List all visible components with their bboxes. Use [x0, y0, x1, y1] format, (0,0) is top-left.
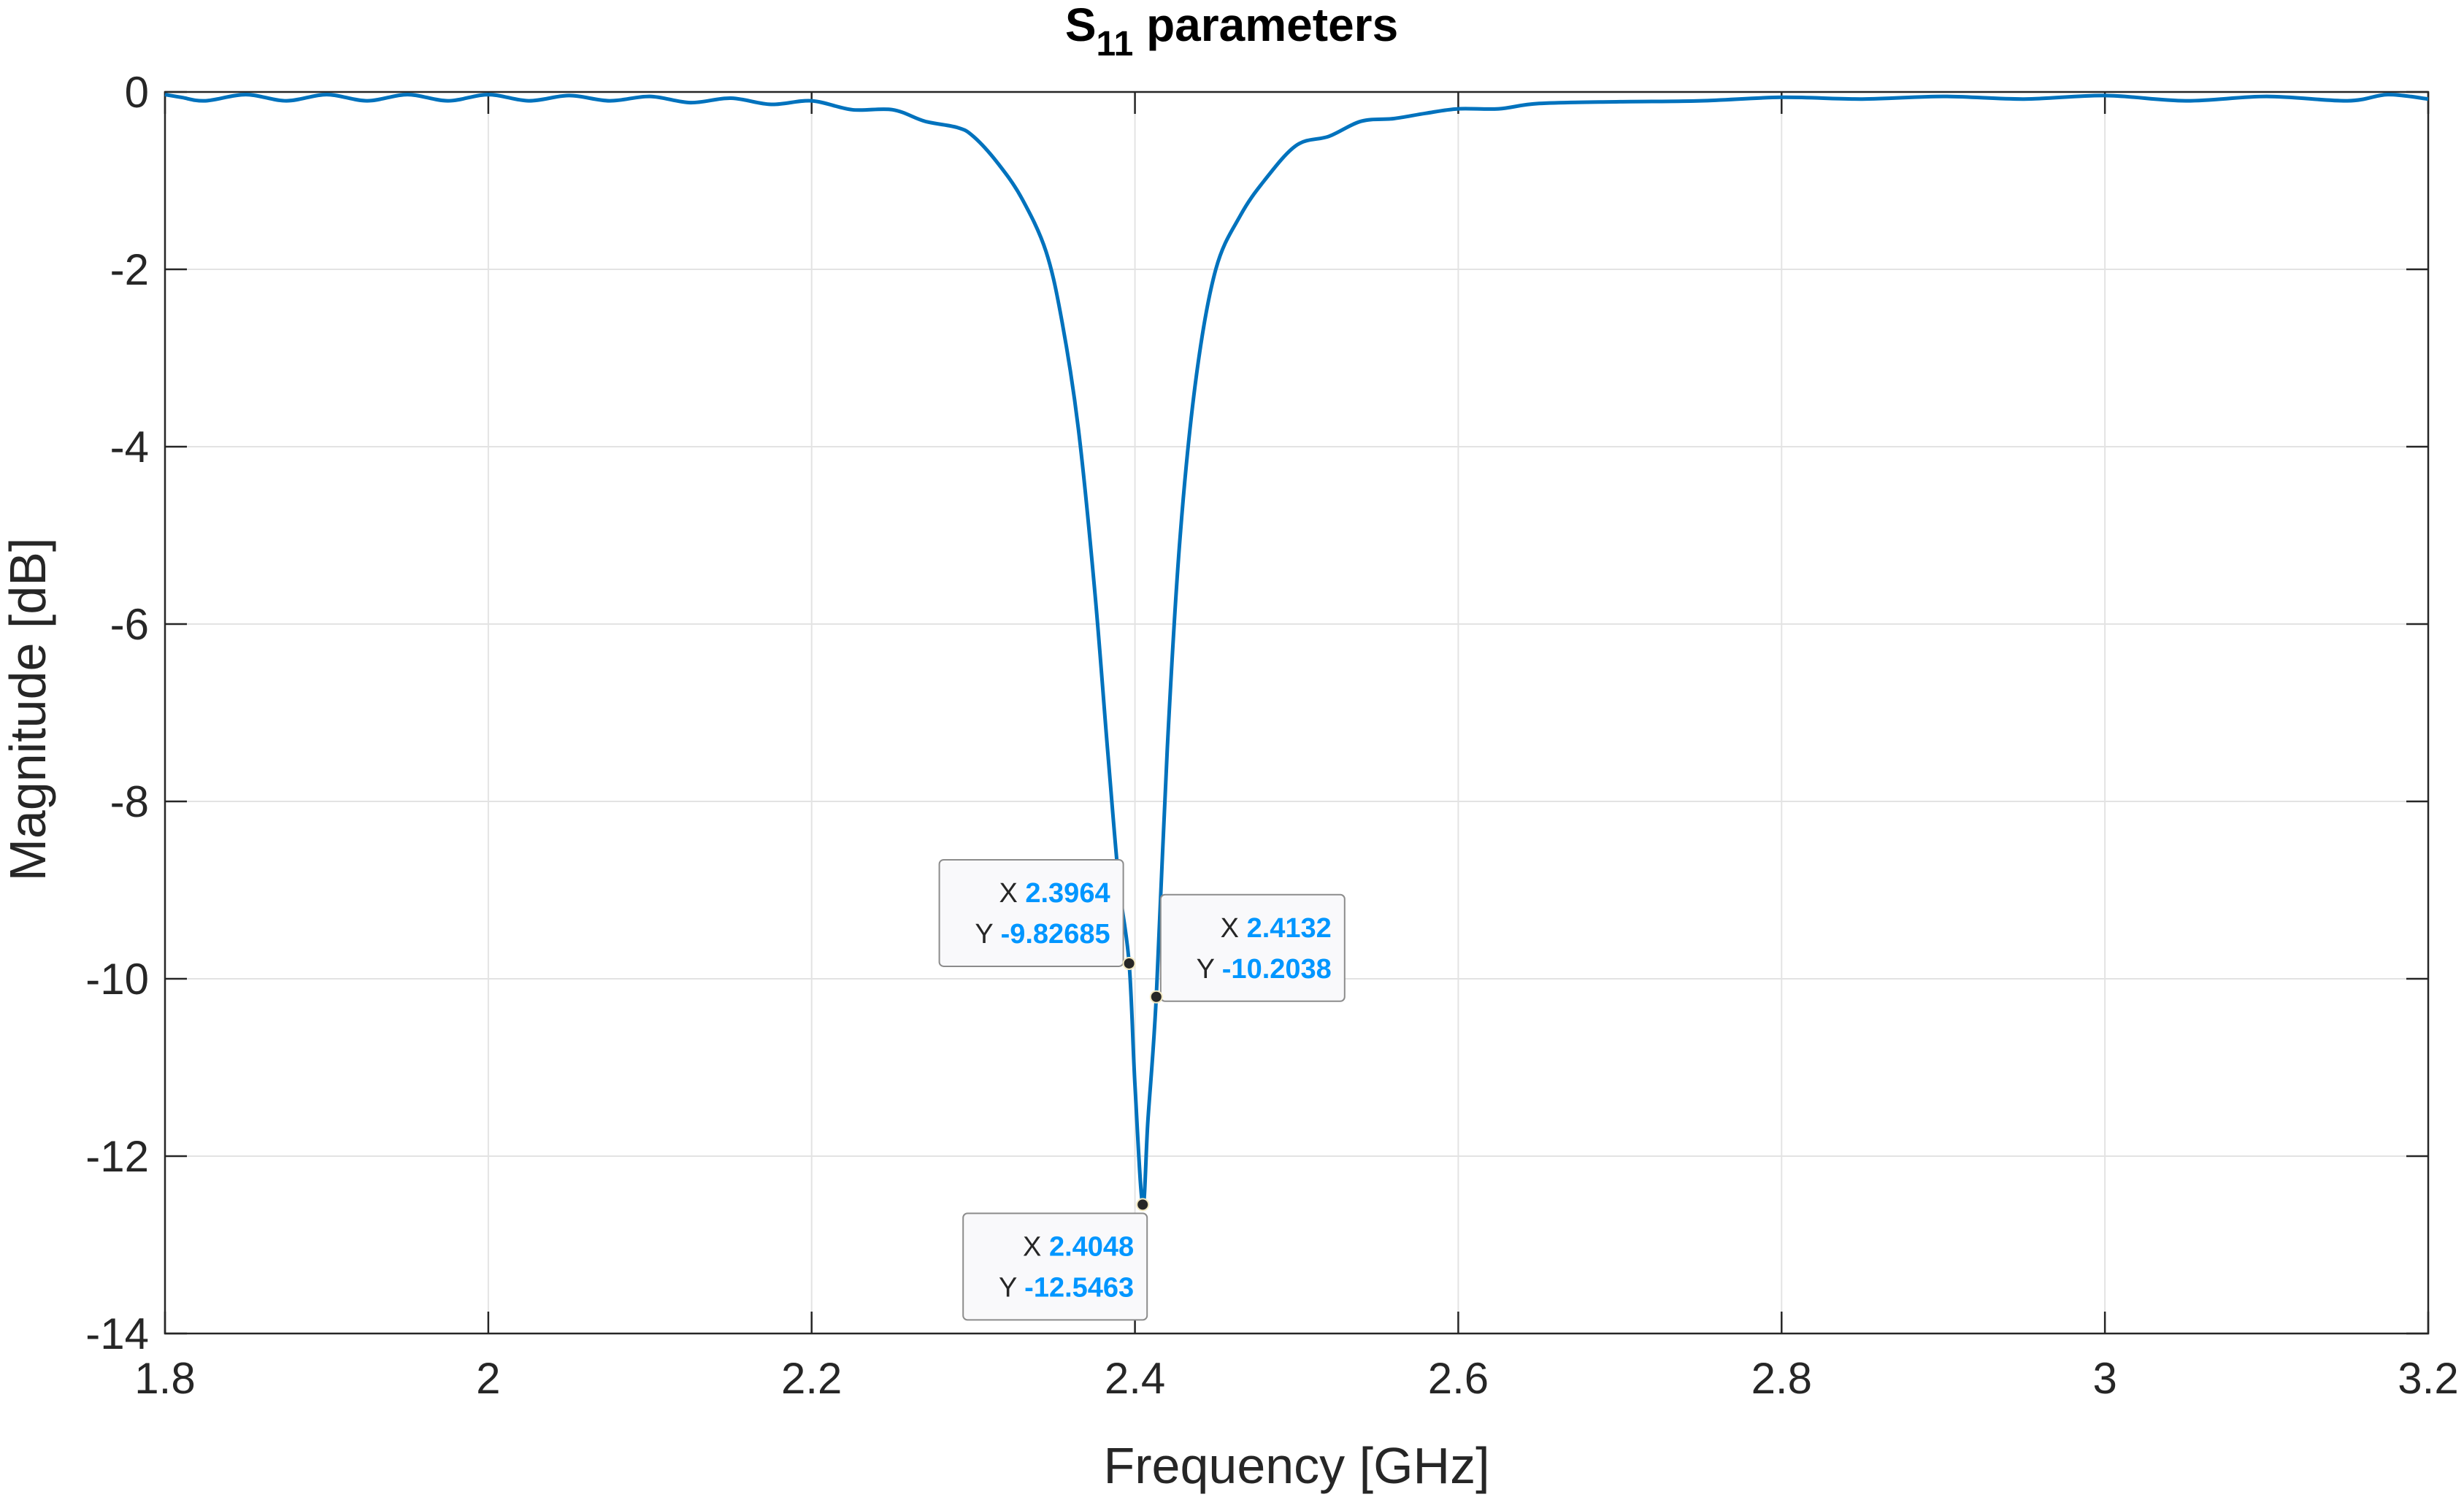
y-tick-label: -8 [110, 777, 149, 826]
datatip-y-value: -9.82685 [1001, 919, 1110, 950]
datatip-x-row: X 2.3964 [999, 878, 1110, 909]
datatip-marker[interactable] [1149, 990, 1163, 1004]
x-tick-label: 2 [476, 1354, 500, 1403]
x-tick-label: 2.6 [1428, 1354, 1489, 1403]
datatip-x-value: 2.3964 [1025, 878, 1110, 909]
datatip-box [938, 858, 1124, 967]
x-tick-label: 2.4 [1105, 1354, 1165, 1403]
y-tick-label: -14 [85, 1309, 149, 1358]
y-tick-label: -6 [110, 600, 149, 649]
datatip-y-value: -10.2038 [1222, 954, 1332, 985]
x-tick-label: 1.8 [134, 1354, 195, 1403]
title-main: S [1065, 0, 1097, 51]
x-tick-label: 2.8 [1751, 1354, 1812, 1403]
axis-ticks: 1.8 2 2.2 2.4 2.6 2.8 3 3.2 0 -2 -4 -6 -8 -10 -12 -14 [85, 68, 2458, 1403]
y-tick-label: -12 [85, 1132, 149, 1181]
datatip[interactable]: X 2.4048 Y -12.5463 [962, 1198, 1150, 1321]
datatip-marker[interactable] [1122, 956, 1136, 970]
datatip-x-row: X 2.4132 [1221, 913, 1332, 944]
title-rest: parameters [1133, 0, 1398, 51]
y-tick-label: -10 [85, 955, 149, 1004]
axes-box [164, 91, 2430, 1335]
datatip-x-label: X [1221, 913, 1247, 944]
datatip-x-value: 2.4048 [1049, 1231, 1134, 1262]
y-tick-label: -4 [110, 423, 149, 472]
datatip-marker[interactable] [1136, 1198, 1150, 1212]
datatip-box [1159, 893, 1346, 1002]
datatip-y-value: -12.5463 [1024, 1272, 1134, 1303]
datatip-y-label: Y [999, 1272, 1024, 1303]
x-tick-label: 3.2 [2398, 1354, 2458, 1403]
y-tick-label: -2 [110, 245, 149, 294]
datatip-box [962, 1212, 1148, 1321]
x-axis-label: Frequency [GHz] [1103, 1437, 1489, 1494]
datatip-x-row: X 2.4048 [1023, 1231, 1134, 1262]
y-axis-label: Magnitude [dB] [0, 538, 56, 882]
datatip-x-label: X [1023, 1231, 1049, 1262]
datatip[interactable]: X 2.3964 Y -9.82685 [938, 858, 1136, 970]
datatip-x-value: 2.4132 [1247, 913, 1332, 944]
y-tick-label: 0 [125, 68, 149, 117]
datatip[interactable]: X 2.4132 Y -10.2038 [1149, 893, 1346, 1004]
datatip-x-label: X [999, 878, 1025, 909]
x-tick-label: 2.2 [781, 1354, 842, 1403]
datatip-y-label: Y [975, 919, 1000, 950]
series-line [164, 93, 2429, 1207]
chart-title: S11 parameters [1065, 0, 1398, 64]
title-subscript: 11 [1097, 25, 1134, 64]
datatip-y-label: Y [1197, 954, 1222, 985]
x-tick-label: 3 [2092, 1354, 2116, 1403]
datatip-y-row: Y -10.2038 [1197, 954, 1332, 985]
datatip-y-row: Y -12.5463 [999, 1272, 1134, 1303]
datatip-y-row: Y -9.82685 [975, 919, 1110, 950]
series-group [164, 93, 2429, 1207]
